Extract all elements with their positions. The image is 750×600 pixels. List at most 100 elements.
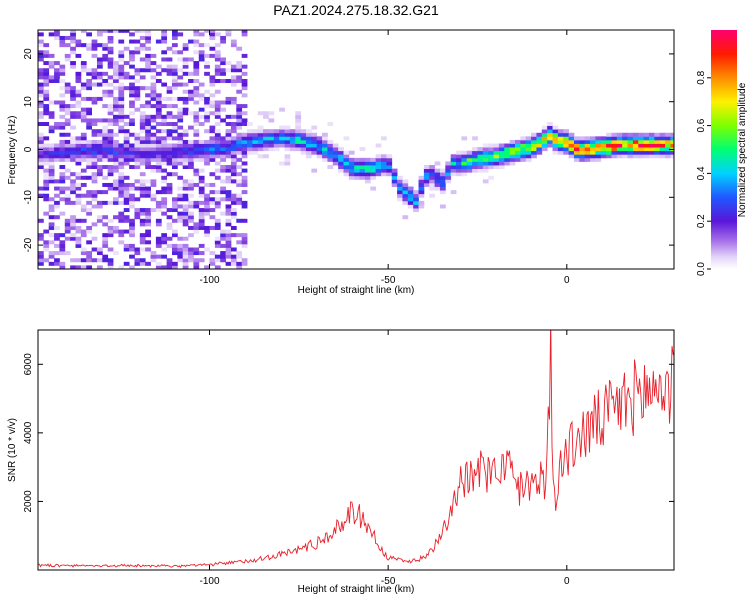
heatmap-cell (214, 89, 221, 94)
heatmap-cell (113, 68, 119, 73)
heatmap-cell (225, 204, 232, 209)
heatmap-cell (193, 114, 200, 119)
heatmap-cell (75, 104, 82, 109)
heatmap-cell (595, 150, 602, 155)
heatmap-cell (150, 75, 157, 80)
snr-x-label: Height of straight line (km) (298, 584, 415, 595)
heatmap-cell (348, 168, 355, 173)
heatmap-cell (536, 136, 543, 141)
heatmap-cell (107, 89, 114, 94)
heatmap-cell (91, 172, 98, 177)
heatmap-cell (43, 53, 50, 58)
heatmap-cell (466, 154, 473, 159)
heatmap-cell (236, 79, 243, 83)
heatmap-cell (161, 118, 168, 123)
heatmap-cell (204, 100, 210, 105)
heatmap-cell (198, 218, 205, 223)
heatmap-cell (171, 35, 178, 40)
heatmap-cell (316, 147, 323, 152)
heatmap-cell (145, 161, 151, 166)
heatmap-cell (241, 200, 248, 205)
heatmap-cell (225, 32, 232, 37)
heatmap-cell (145, 118, 151, 123)
heatmap-cell (80, 208, 87, 213)
heatmap-cell (429, 193, 436, 198)
heatmap-cell (75, 39, 82, 44)
heatmap-cell (38, 143, 44, 148)
heatmap-cell (450, 168, 457, 173)
heatmap-cell (91, 193, 98, 198)
heatmap-cell (134, 211, 141, 216)
heatmap-cell (102, 89, 109, 94)
heatmap-cell (327, 165, 334, 170)
heatmap-cell (38, 71, 44, 76)
heatmap-cell (182, 208, 189, 213)
heatmap-cell (606, 147, 612, 152)
heatmap-cell (525, 157, 532, 162)
heatmap-cell (397, 197, 403, 202)
heatmap-cell (214, 197, 221, 202)
heatmap-cell (86, 79, 92, 83)
heatmap-cell (477, 165, 484, 170)
heatmap-cell (155, 104, 162, 109)
heatmap-cell (332, 150, 339, 155)
heatmap-cell (295, 147, 302, 152)
heatmap-cell (177, 247, 184, 252)
heatmap-cell (113, 150, 119, 155)
heatmap-cell (59, 86, 66, 91)
heatmap-cell (59, 125, 66, 130)
heatmap-cell (236, 125, 243, 130)
heatmap-cell (230, 64, 237, 69)
heatmap-cell (107, 75, 114, 80)
heatmap-cell (107, 182, 114, 187)
heatmap-cell (91, 132, 98, 137)
heatmap-cell (354, 168, 360, 173)
heatmap-cell (557, 147, 564, 152)
heatmap-cell (171, 71, 178, 76)
heatmap-cell (391, 179, 398, 184)
heatmap-cell (413, 208, 419, 213)
heatmap-cell (541, 129, 548, 134)
heatmap-cell (86, 200, 92, 205)
heatmap-cell (343, 154, 350, 159)
heatmap-cell (75, 225, 82, 230)
heatmap-cell (547, 125, 553, 130)
y-tick-label: 10 (23, 96, 34, 108)
heatmap-cell (568, 150, 575, 155)
heatmap-cell (638, 147, 645, 152)
heatmap-cell (402, 215, 409, 220)
heatmap-cell (102, 46, 109, 51)
heatmap-cell (171, 157, 178, 162)
heatmap-cell (225, 261, 232, 266)
heatmap-cell (300, 136, 307, 141)
heatmap-cell (402, 193, 409, 198)
heatmap-cell (123, 147, 130, 152)
heatmap-cell (230, 154, 237, 159)
heatmap-cell (123, 154, 130, 159)
heatmap-cell (113, 182, 119, 187)
heatmap-cell (236, 118, 243, 123)
heatmap-cell (230, 96, 237, 101)
heatmap-cell (413, 204, 419, 209)
heatmap-cell (64, 193, 71, 198)
heatmap-cell (236, 157, 243, 162)
heatmap-cell (75, 236, 82, 241)
heatmap-cell (241, 132, 248, 137)
heatmap-cell (284, 157, 291, 162)
heatmap-cell (584, 154, 591, 159)
heatmap-cell (96, 139, 103, 144)
heatmap-cell (520, 139, 527, 144)
heatmap-cell (75, 150, 82, 155)
heatmap-cell (279, 139, 285, 144)
heatmap-cell (70, 172, 76, 177)
heatmap-cell (279, 129, 285, 134)
heatmap-cell (241, 182, 248, 187)
heatmap-cell (129, 243, 135, 248)
heatmap-cell (113, 165, 119, 170)
heatmap-cell (64, 43, 71, 48)
heatmap-cell (43, 50, 50, 55)
heatmap-cell (252, 136, 259, 141)
heatmap-cell (418, 182, 425, 187)
heatmap-cell (557, 129, 564, 134)
heatmap-cell (188, 258, 194, 263)
